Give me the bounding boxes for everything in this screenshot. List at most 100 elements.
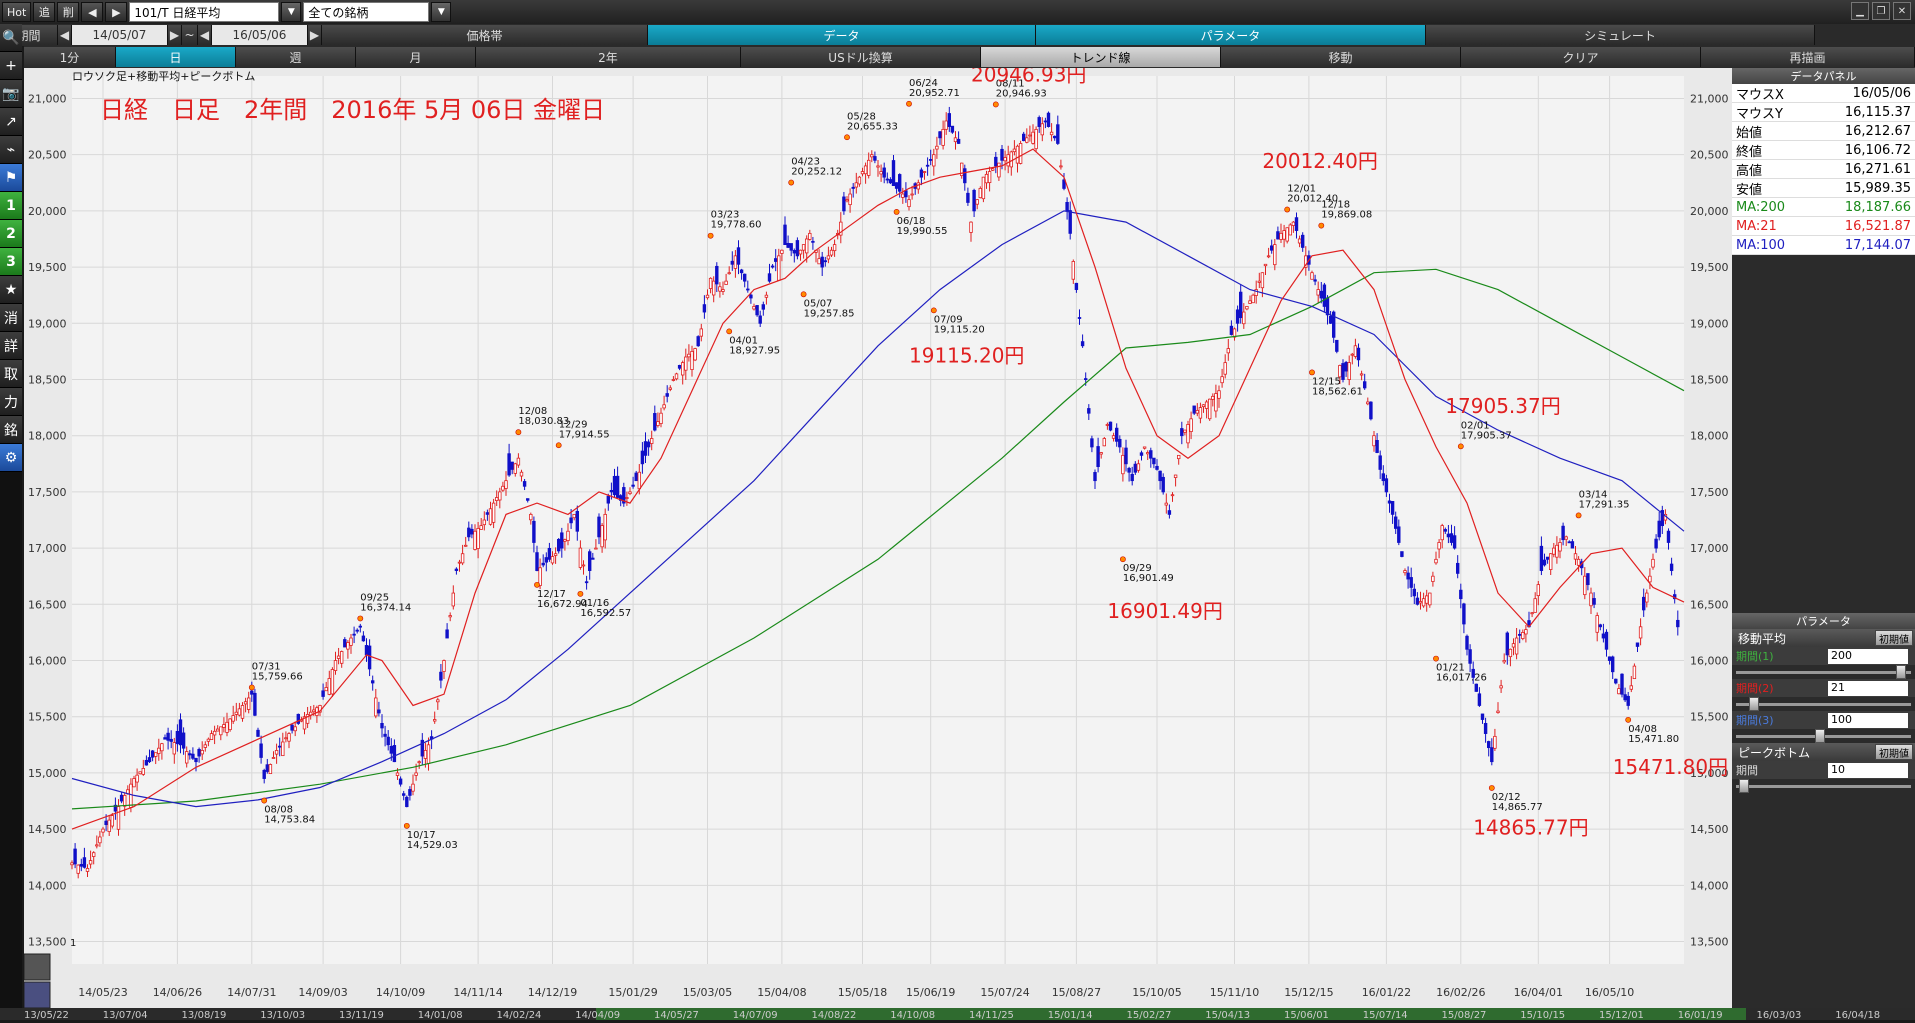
- data-tab[interactable]: データ: [648, 25, 1036, 45]
- sidebar-button-15[interactable]: ⚙: [0, 444, 22, 472]
- candle-body: [1614, 678, 1618, 684]
- interval-tab-8[interactable]: クリア: [1461, 47, 1701, 67]
- candle-body: [1394, 516, 1398, 529]
- ma-param-input[interactable]: 100: [1828, 712, 1908, 728]
- slider-thumb[interactable]: [1815, 729, 1826, 743]
- start-date-field[interactable]: 14/05/07: [72, 25, 168, 45]
- sidebar-button-10[interactable]: 消: [0, 304, 22, 332]
- candle-body: [1601, 633, 1606, 639]
- candle-body: [656, 421, 660, 426]
- interval-tab-5[interactable]: USドル換算: [741, 47, 981, 67]
- sidebar-button-13[interactable]: 力: [0, 388, 22, 416]
- candle-body: [1093, 472, 1097, 482]
- start-next-button[interactable]: ▶: [168, 25, 182, 45]
- start-prev-button[interactable]: ◀: [58, 25, 72, 45]
- slider-thumb[interactable]: [1749, 697, 1760, 711]
- simulate-tab[interactable]: シミュレート: [1426, 25, 1815, 45]
- y-tick-label-left: 16,000: [28, 655, 67, 668]
- pb-param-input[interactable]: 10: [1828, 762, 1908, 778]
- candle-body: [1533, 598, 1537, 613]
- candle-body: [1629, 685, 1633, 690]
- ma-param-input[interactable]: 21: [1828, 680, 1908, 696]
- interval-tab-7[interactable]: 移動: [1221, 47, 1461, 67]
- candle-body: [119, 794, 124, 802]
- price-band-tab[interactable]: 価格帯: [322, 25, 648, 45]
- parameter-tab[interactable]: パラメータ: [1036, 25, 1426, 45]
- x-tick-label: 15/04/08: [757, 986, 806, 999]
- candle-body: [519, 471, 524, 477]
- candle-body: [98, 836, 102, 844]
- candle-body: [1291, 221, 1296, 226]
- bottom-value-label: 19,257.85: [804, 308, 855, 319]
- prev-symbol-button[interactable]: ◀: [81, 2, 104, 22]
- symbol-field[interactable]: 101/T 日経平均: [129, 2, 280, 22]
- sidebar-button-1[interactable]: +: [0, 52, 22, 80]
- group-field[interactable]: 全ての銘柄: [303, 2, 430, 22]
- candle-body: [491, 502, 496, 523]
- interval-tab-9[interactable]: 再描画: [1701, 47, 1915, 67]
- ma-param-slider[interactable]: [1736, 729, 1911, 743]
- candle-body: [557, 539, 561, 552]
- interval-tab-4[interactable]: 2年: [476, 47, 741, 67]
- close-button[interactable]: ✕: [1893, 2, 1911, 20]
- interval-tab-6[interactable]: トレンド線: [981, 47, 1221, 67]
- sidebar-button-0[interactable]: 🔍: [0, 24, 22, 52]
- candle-body: [417, 761, 421, 764]
- candle-body: [972, 189, 976, 212]
- interval-tab-3[interactable]: 月: [356, 47, 476, 67]
- symbol-dropdown-button[interactable]: ▼: [281, 2, 302, 22]
- scroll-date-label: 14/07/09: [733, 1010, 778, 1020]
- ma-param-input[interactable]: 200: [1828, 648, 1908, 664]
- sidebar-button-7[interactable]: 2: [0, 220, 22, 248]
- interval-tab-2[interactable]: 週: [236, 47, 356, 67]
- add-button[interactable]: 追: [33, 2, 56, 22]
- sidebar-button-8[interactable]: 3: [0, 248, 22, 276]
- slider-thumb[interactable]: [1739, 779, 1750, 793]
- sidebar-button-4[interactable]: ⌁: [0, 136, 22, 164]
- candle-body: [643, 441, 648, 456]
- slider-thumb[interactable]: [1896, 665, 1907, 679]
- sidebar-button-12[interactable]: 取: [0, 360, 22, 388]
- candle-body: [860, 171, 865, 175]
- candle-body: [1025, 137, 1029, 143]
- y-tick-label-right: 18,500: [1690, 373, 1729, 386]
- next-symbol-button[interactable]: ▶: [105, 2, 128, 22]
- delete-button[interactable]: 削: [57, 2, 80, 22]
- end-prev-button[interactable]: ◀: [198, 25, 212, 45]
- sidebar-button-9[interactable]: ★: [0, 276, 22, 304]
- group-dropdown-button[interactable]: ▼: [431, 2, 452, 22]
- ma-init-button[interactable]: 初期値: [1875, 630, 1913, 646]
- candle-body: [702, 304, 707, 313]
- y-tick-label-left: 20,500: [28, 149, 67, 162]
- sidebar-button-14[interactable]: 銘: [0, 416, 22, 444]
- candle-body: [1502, 660, 1506, 663]
- end-next-button[interactable]: ▶: [308, 25, 322, 45]
- candle-body: [1645, 592, 1649, 603]
- interval-tab-0[interactable]: 1分: [24, 47, 116, 67]
- sidebar-button-6[interactable]: 1: [0, 192, 22, 220]
- candle-body: [650, 438, 654, 444]
- restore-button[interactable]: ❐: [1872, 2, 1890, 20]
- end-date-field[interactable]: 16/05/06: [212, 25, 308, 45]
- sidebar-button-2[interactable]: 📷: [0, 80, 22, 108]
- minimize-button[interactable]: ▁: [1851, 2, 1869, 20]
- date-scrollbar[interactable]: 13/05/22 13/07/04 13/08/19 13/10/03 13/11/19…: [0, 1008, 1915, 1021]
- candle-body: [1471, 668, 1475, 678]
- hot-button[interactable]: Hot: [2, 2, 32, 22]
- sidebar-button-3[interactable]: ↗: [0, 108, 22, 136]
- candle-body: [1304, 255, 1308, 268]
- chart-area[interactable]: 13,500 13,500 14,000 14,000 14,500 14,500 15,0…: [24, 68, 1732, 1020]
- price-chart[interactable]: 13,500 13,500 14,000 14,000 14,500 14,500 15,0…: [24, 68, 1732, 1020]
- ma-param-slider[interactable]: [1736, 665, 1911, 679]
- ma-param-slider[interactable]: [1736, 697, 1911, 711]
- sidebar-button-5[interactable]: ⚑: [0, 164, 22, 192]
- candle-body: [1617, 688, 1621, 695]
- candle-body: [374, 697, 378, 717]
- pb-param-slider[interactable]: [1736, 779, 1911, 793]
- pb-init-button[interactable]: 初期値: [1875, 744, 1913, 760]
- candle-body: [687, 353, 691, 358]
- sidebar-button-11[interactable]: 詳: [0, 332, 22, 360]
- interval-tab-1[interactable]: 日: [116, 47, 236, 67]
- price-annotation: 19115.20円: [909, 344, 1024, 368]
- candle-body: [163, 737, 167, 740]
